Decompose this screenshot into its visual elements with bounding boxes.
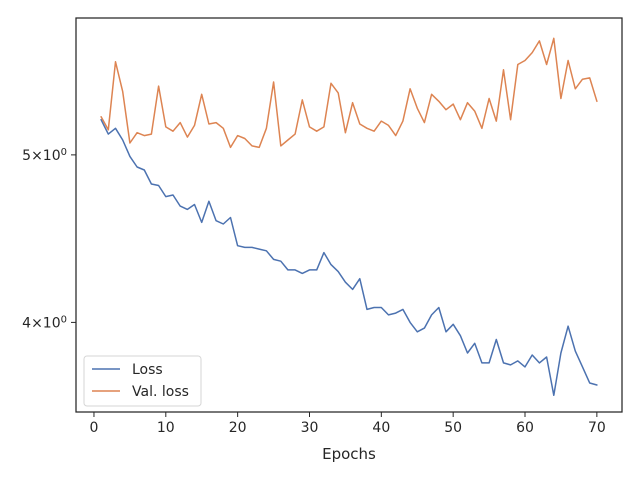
series-line-val-loss <box>100 37 598 149</box>
x-tick-label: 50 <box>444 420 462 436</box>
axes: 0 10 20 30 40 50 60 70 5×100 4×100 <box>22 17 623 436</box>
y-tick-label: 5×100 <box>22 146 67 164</box>
x-tick-label: 30 <box>301 420 319 436</box>
x-tick-label: 60 <box>516 420 534 436</box>
series-group <box>100 37 598 397</box>
legend-label: Loss <box>132 362 163 378</box>
series-line-loss <box>100 118 598 397</box>
x-tick-label: 0 <box>89 420 98 436</box>
legend: Loss Val. loss <box>83 355 202 407</box>
y-tick-label: 4×100 <box>22 314 67 332</box>
x-tick-label: 40 <box>372 420 390 436</box>
legend-label: Val. loss <box>132 384 189 400</box>
x-tick-label: 20 <box>229 420 247 436</box>
plot-frame <box>75 17 623 413</box>
x-tick-label: 10 <box>157 420 175 436</box>
x-axis-label: Epochs <box>322 445 376 463</box>
x-tick-label: 70 <box>588 420 606 436</box>
